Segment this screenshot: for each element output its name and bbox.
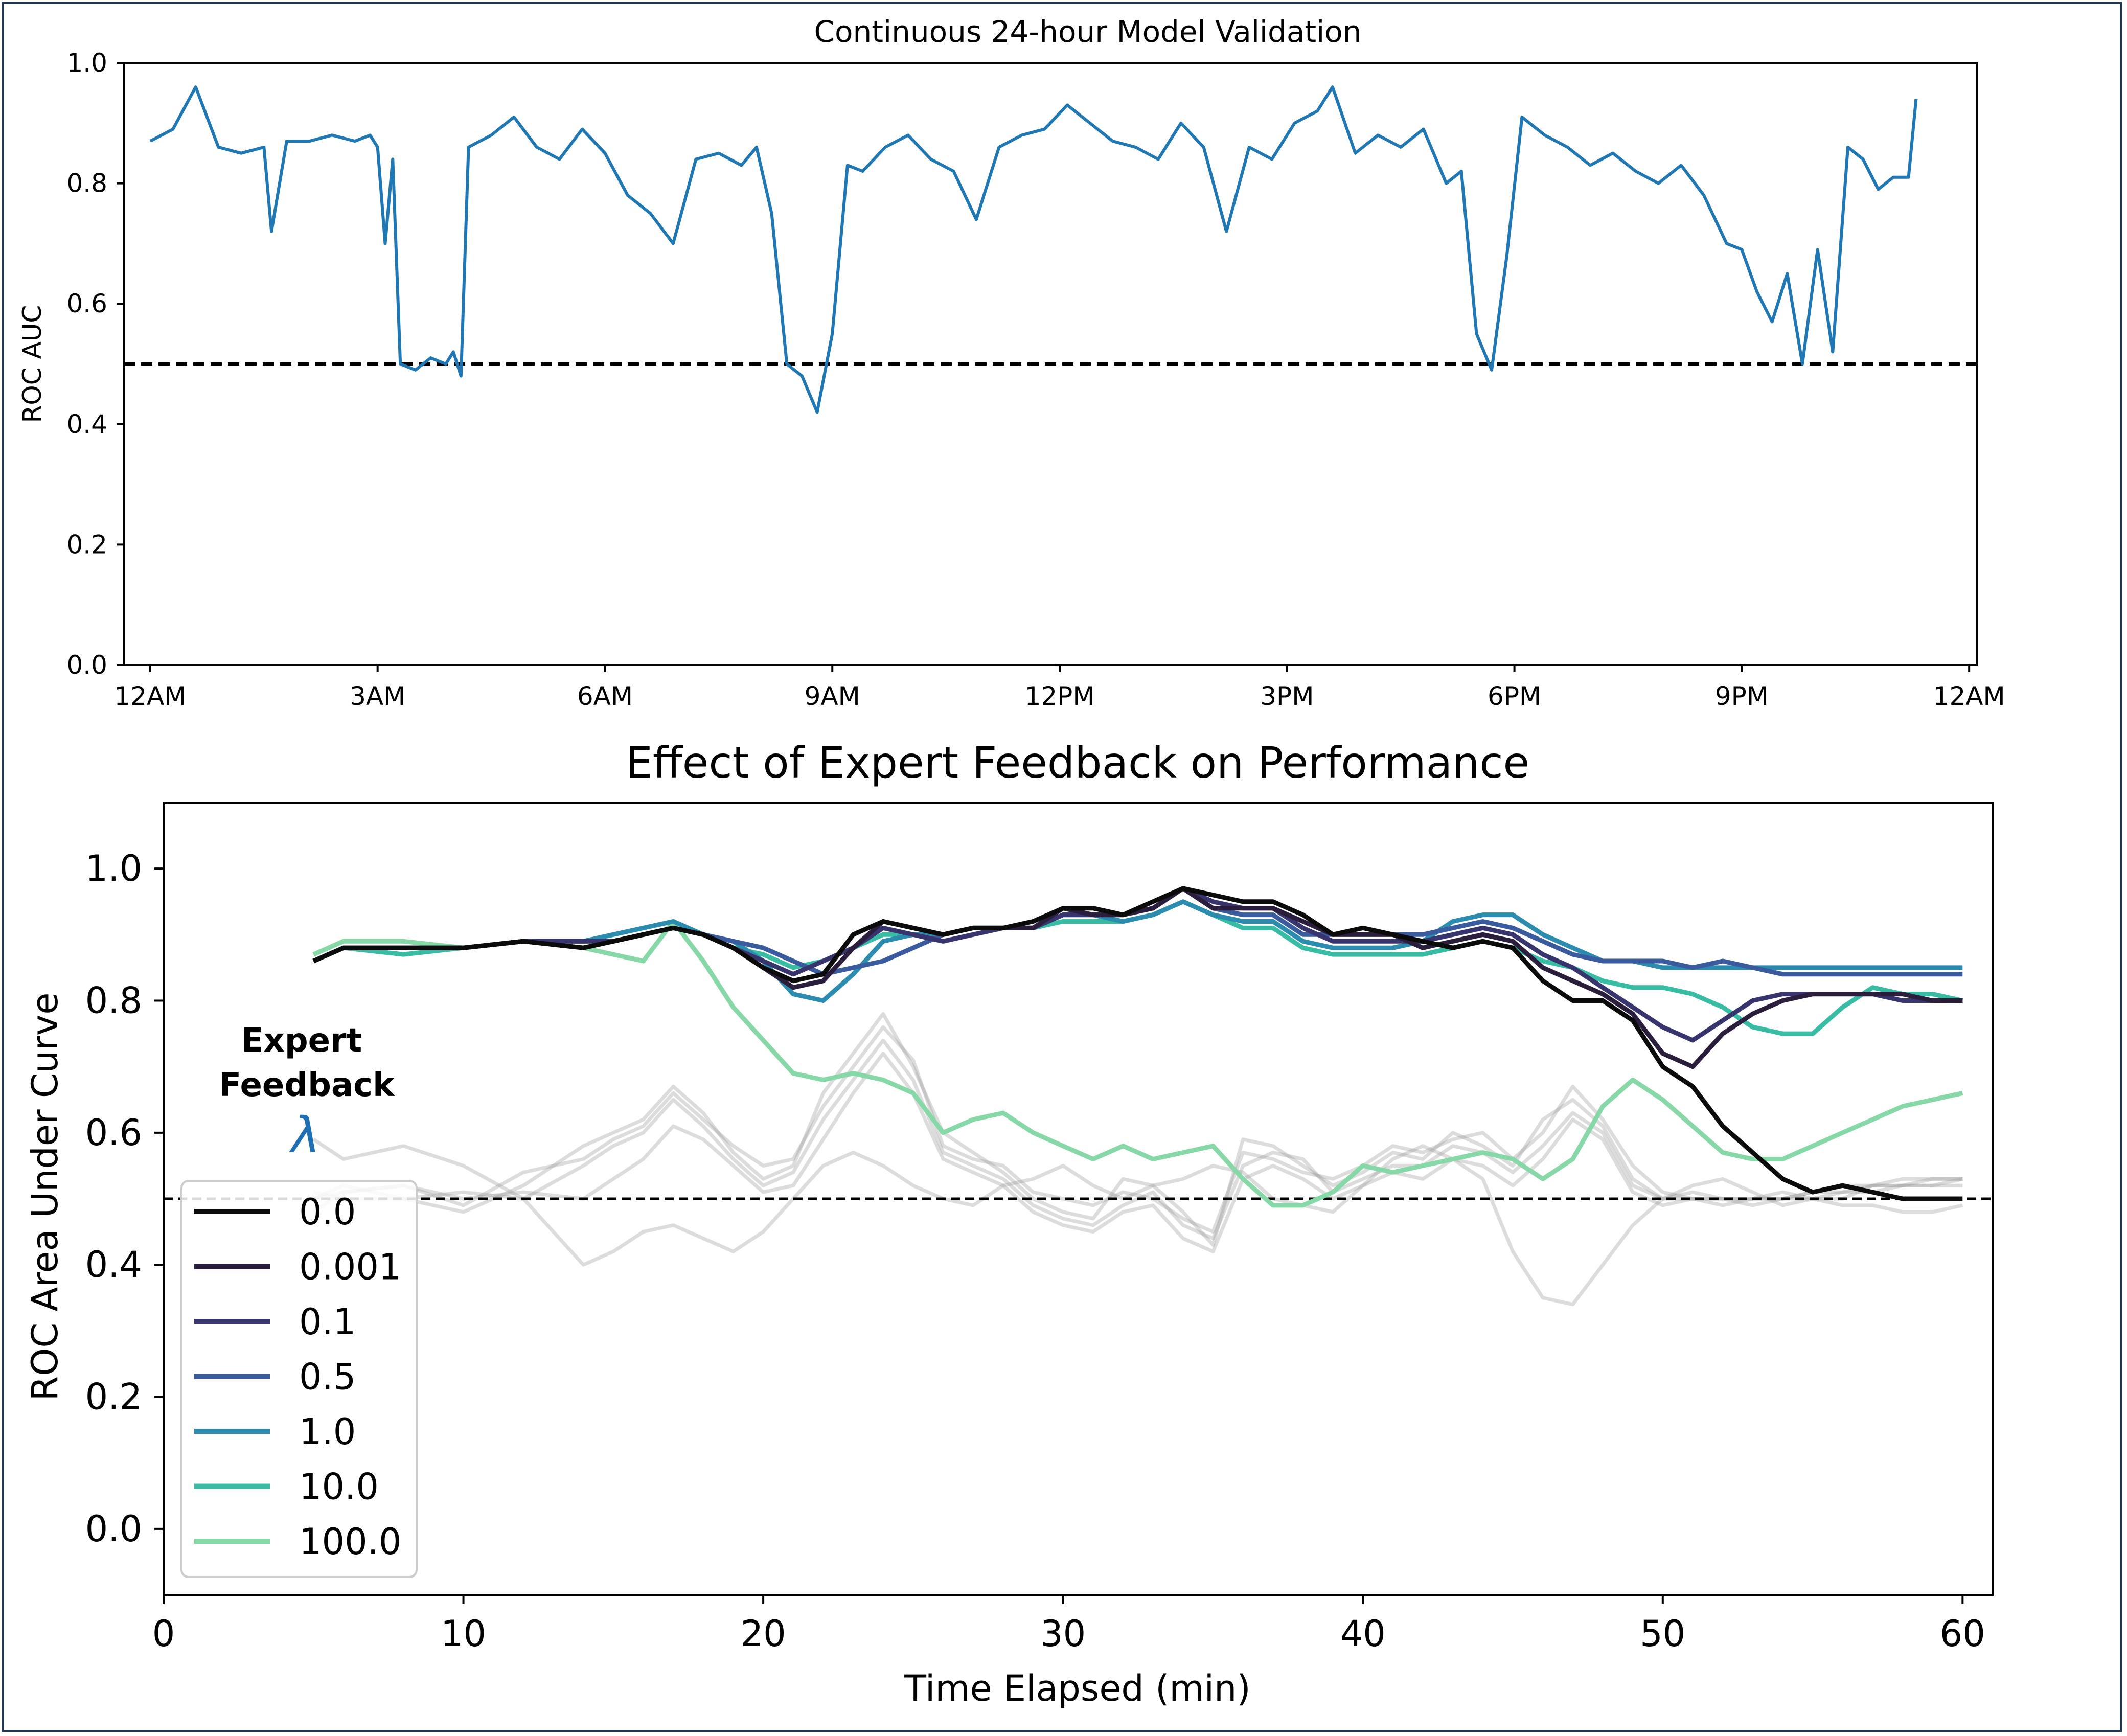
top-x-tick-label: 6PM [1488,681,1541,711]
top-x-tick-label: 3AM [350,681,405,711]
bottom-x-tick-label: 20 [741,1613,786,1655]
top-x-tick-label: 12AM [114,681,186,711]
bottom-y-tick-label: 0.4 [85,1244,142,1286]
top-axes: 12AM 3AM 6AM 9AM 12PM 3PM 6PM 9PM 12AM0.00.20.40… [66,48,2005,711]
bottom-chart-xlabel: Time Elapsed (min) [904,1668,1250,1709]
top-chart: Continuous 24-hour Model Validation ROC … [17,14,2005,711]
bottom-x-tick-label: 60 [1940,1613,1985,1655]
bottom-data-layer [164,886,1993,1307]
legend-title-line1: Expert [241,1022,362,1060]
top-y-tick-label: 1.0 [66,48,107,78]
series-line-lambda-0.0 [312,886,1963,1201]
grey-series-line [313,1038,1963,1240]
top-plot-frame [123,62,1978,666]
series-line-lambda-100.0 [312,919,1963,1208]
bottom-y-tick-label: 1.0 [85,848,142,889]
legend-label-1.0: 1.0 [299,1411,356,1453]
bottom-chart-title: Effect of Expert Feedback on Performance [626,738,1529,788]
legend-lambda-symbol: λ [289,1107,321,1164]
top-data-layer [124,85,1977,414]
top-x-tick-label: 12AM [1933,681,2005,711]
top-x-tick-label: 9PM [1715,681,1769,711]
legend: Expert Feedback λ 0.0 0.001 0.1 0.5 1.0 10.0 1… [180,1022,418,1578]
top-x-tick-label: 9AM [805,681,860,711]
top-x-tick-label: 6AM [577,681,633,711]
bottom-y-tick-label: 0.2 [85,1376,142,1418]
top-chart-title: Continuous 24-hour Model Validation [814,14,1361,49]
legend-label-0.5: 0.5 [299,1356,356,1398]
bottom-y-tick-label: 0.8 [85,980,142,1022]
top-y-tick-label: 0.4 [66,409,107,439]
grey-series-line [312,1012,1963,1247]
bottom-y-tick-label: 0.0 [85,1508,142,1550]
bottom-axes: 0 10 20 30 40 50 60 0.0 0.2 0.4 0.6 0.8 1.0 [85,848,1985,1655]
legend-label-0.001: 0.001 [299,1246,401,1288]
grey-series-line [313,1025,1963,1234]
top-series-line [149,85,1918,414]
top-y-tick-label: 0.8 [66,169,107,198]
bottom-x-tick-label: 10 [441,1613,486,1655]
top-chart-ylabel: ROC AUC [17,305,47,423]
legend-label-0.1: 0.1 [299,1301,356,1343]
series-line-lambda-0.001 [312,886,1963,1069]
top-y-tick-label: 0.6 [66,289,107,318]
legend-label-10.0: 10.0 [299,1466,379,1508]
legend-label-0.0: 0.0 [299,1191,356,1233]
bottom-plot-frame [163,802,1994,1596]
bottom-x-tick-label: 40 [1340,1613,1386,1655]
top-x-tick-label: 3PM [1260,681,1314,711]
bottom-x-tick-label: 50 [1640,1613,1685,1655]
top-y-tick-label: 0.2 [66,530,107,559]
top-y-tick-label: 0.0 [66,650,107,680]
bottom-x-tick-label: 0 [152,1613,175,1655]
legend-label-100.0: 100.0 [299,1521,401,1563]
bottom-x-tick-label: 30 [1040,1613,1086,1655]
top-x-tick-label: 12PM [1025,681,1095,711]
series-line-lambda-0.5 [312,886,1963,977]
legend-entries: 0.0 0.001 0.1 0.5 1.0 10.0 100.0 [194,1191,401,1563]
grey-series-line [312,1052,1963,1253]
bottom-y-tick-label: 0.6 [85,1112,142,1154]
legend-title-line2: Feedback [219,1066,395,1104]
bottom-chart-ylabel: ROC Area Under Curve [24,993,66,1401]
series-line-lambda-1.0 [312,899,1963,1003]
legend-box [180,1180,418,1578]
bottom-chart: Effect of Expert Feedback on Performance… [24,738,1994,1709]
grey-series-line [312,1137,1963,1307]
